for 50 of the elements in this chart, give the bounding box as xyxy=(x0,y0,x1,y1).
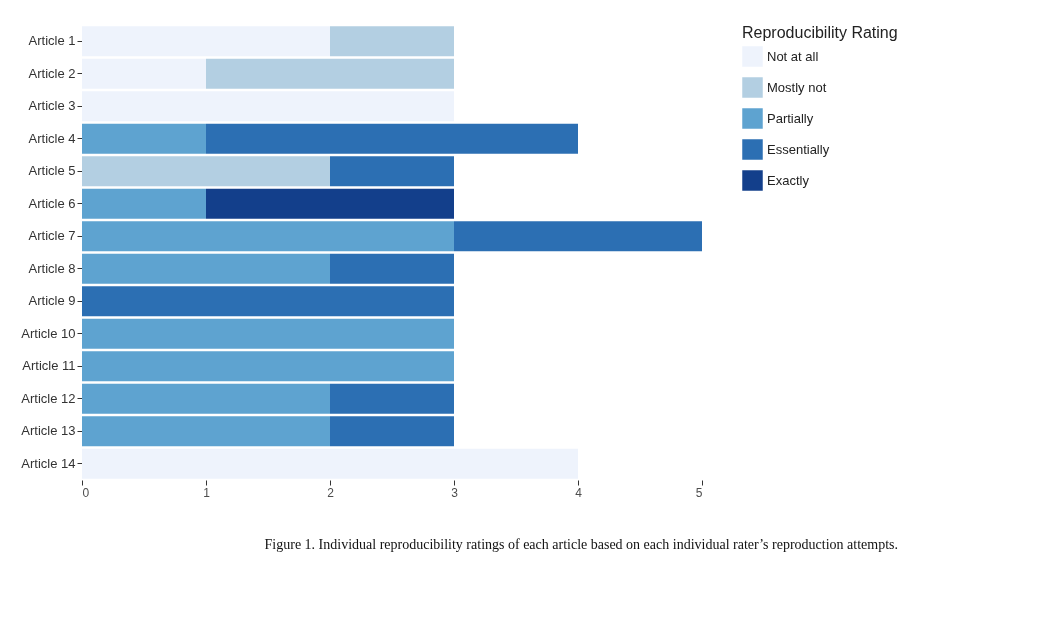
legend-label: Essentially xyxy=(767,141,830,157)
x-tick-label: 2 xyxy=(327,485,335,500)
y-tick-label: Article 6 xyxy=(28,195,76,211)
legend-label: Exactly xyxy=(767,172,810,188)
bar xyxy=(82,156,330,187)
bar xyxy=(82,383,330,414)
y-tick-label: Article 14 xyxy=(21,455,76,471)
bar xyxy=(82,188,206,219)
bar xyxy=(82,91,454,122)
bar xyxy=(454,221,702,252)
y-tick-label: Article 5 xyxy=(28,163,76,179)
y-tick-label: Article 9 xyxy=(28,293,76,309)
x-tick-label: 0 xyxy=(82,485,90,500)
bar xyxy=(206,58,454,89)
x-tick-label: 3 xyxy=(451,485,459,500)
bar xyxy=(330,383,454,414)
bar xyxy=(330,26,454,57)
caption: Figure 1. Individual reproducibility ratings of each article based on each individual rater’s reproduction attempts. xyxy=(264,537,898,552)
bar xyxy=(82,318,454,349)
bar xyxy=(330,156,454,187)
y-tick-label: Article 1 xyxy=(28,33,76,49)
bar xyxy=(82,448,578,479)
bar xyxy=(82,253,330,284)
legend-label: Partially xyxy=(767,110,814,126)
bar xyxy=(82,286,454,317)
legend-label: Mostly not xyxy=(767,79,827,95)
x-tick-label: 1 xyxy=(203,485,211,500)
bar xyxy=(82,58,206,89)
bar xyxy=(82,26,330,57)
bar xyxy=(206,188,454,219)
y-tick-label: Article 13 xyxy=(21,423,76,439)
bar xyxy=(206,123,578,154)
bar xyxy=(82,123,206,154)
x-tick-label: 4 xyxy=(575,485,583,500)
y-tick-label: Article 11 xyxy=(22,358,76,374)
y-tick-label: Article 4 xyxy=(28,130,76,146)
legend-title: Reproducibility Rating xyxy=(742,24,898,41)
bar xyxy=(82,351,454,382)
y-tick-label: Article 2 xyxy=(28,65,76,81)
legend-label: Not at all xyxy=(767,48,819,64)
y-tick-label: Article 12 xyxy=(21,390,76,406)
y-tick-label: Article 7 xyxy=(28,228,76,244)
bar xyxy=(330,253,454,284)
bar xyxy=(82,221,454,252)
y-tick-label: Article 8 xyxy=(28,260,76,276)
y-tick-label: Article 10 xyxy=(21,325,76,341)
bar xyxy=(82,416,330,447)
bar xyxy=(330,416,454,447)
x-tick-label: 5 xyxy=(695,485,703,500)
y-tick-label: Article 3 xyxy=(28,98,76,114)
